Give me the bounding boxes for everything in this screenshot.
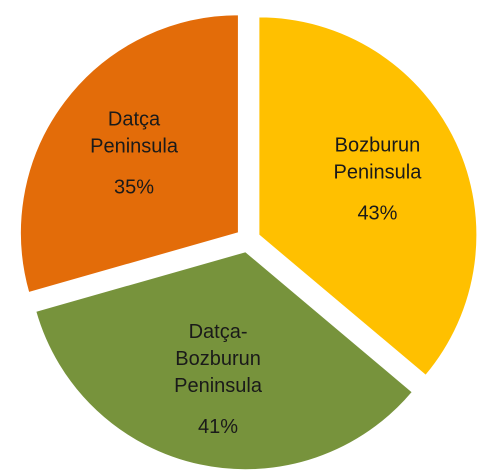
slice-label: Bozburun Peninsula 43% [318,132,436,227]
category-label: Datça Peninsula [90,108,178,158]
pie-slice [258,16,478,377]
slice-label: Datça Peninsula 35% [75,106,193,201]
category-label: Bozburun Peninsula [333,134,422,184]
value-label: 35% [114,176,155,199]
category-label: Datça-Bozburun Peninsula [174,320,262,397]
slice-label: Datça-Bozburun Peninsula 41% [159,319,277,441]
value-label: 43% [357,202,398,225]
pie-slice [19,14,239,294]
value-label: 41% [198,415,239,438]
pie-slice [35,251,413,471]
